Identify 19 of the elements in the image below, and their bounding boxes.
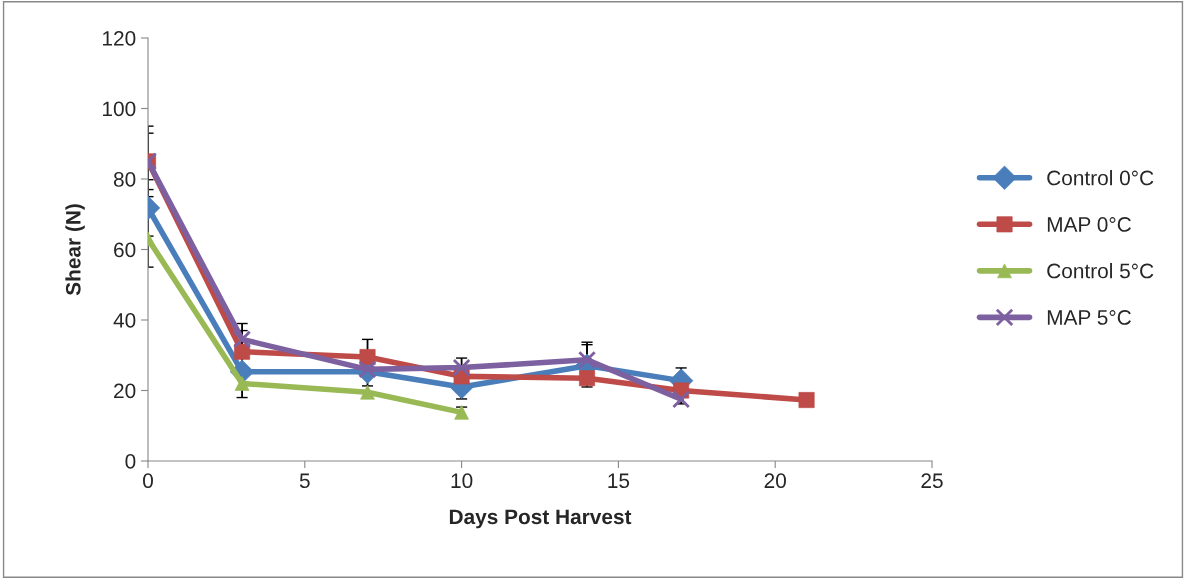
y-tick-label: 80	[113, 172, 136, 187]
x-tick-label: 15	[608, 473, 630, 489]
legend-label: Control 5°C	[1047, 263, 1154, 279]
legend-label: MAP 0°C	[1047, 217, 1131, 232]
x-tick-label: 0	[143, 473, 153, 489]
y-tick-label: 0	[125, 454, 136, 469]
y-tick-label: 40	[113, 313, 136, 328]
x-tick-label: 5	[299, 473, 310, 489]
y-tick-label: 60	[114, 242, 136, 258]
x-tick-label: 25	[921, 473, 943, 489]
y-tick-label: 120	[103, 31, 136, 46]
y-tick-label: 20	[114, 383, 136, 399]
y-axis-title: Shear (N)	[65, 204, 85, 296]
y-tick-label: 100	[103, 101, 136, 117]
x-tick-label: 20	[764, 473, 786, 489]
legend-label: MAP 5°C	[1047, 310, 1131, 325]
legend-label: Control 0°C	[1047, 170, 1154, 186]
x-tick-label: 10	[451, 473, 473, 489]
x-axis-title: Days Post Harvest	[449, 509, 632, 529]
